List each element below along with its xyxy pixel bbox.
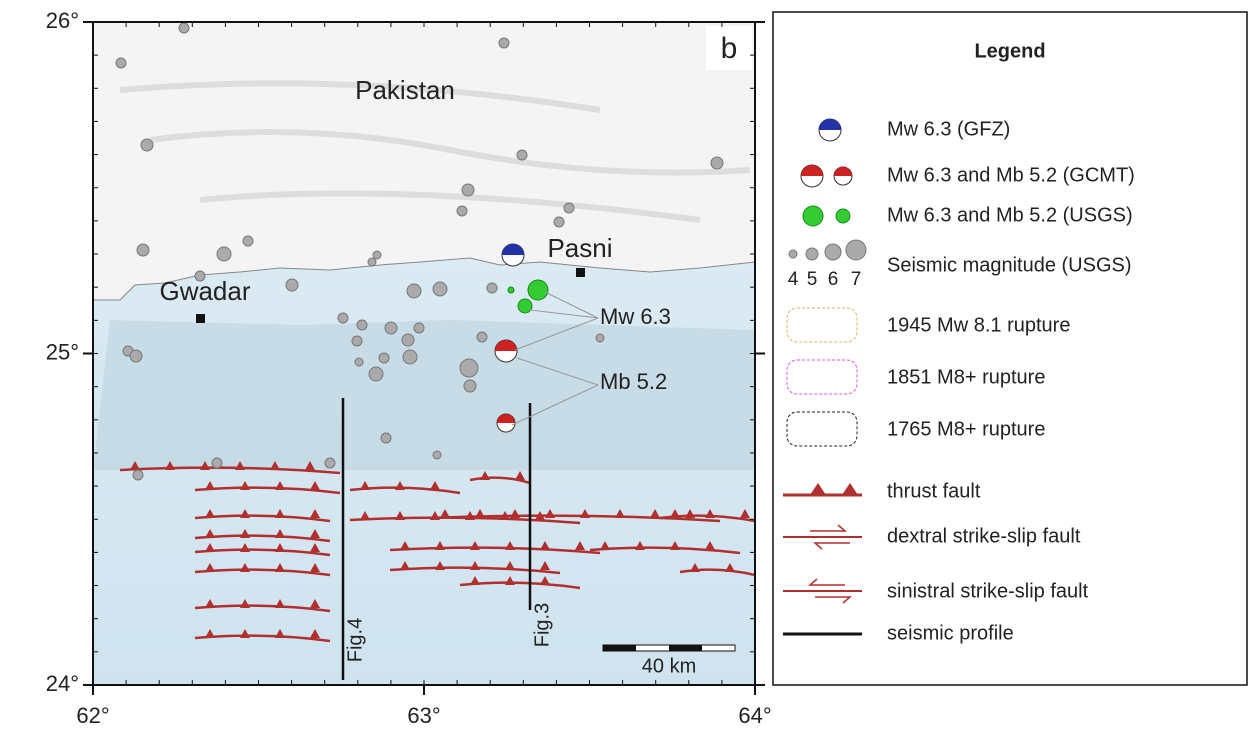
- place-label: Gwadar: [159, 276, 250, 306]
- legend-entry: Mw 6.3 and Mb 5.2 (GCMT): [887, 164, 1135, 186]
- earthquake: [325, 458, 335, 468]
- profile-label: Fig.3: [531, 603, 553, 647]
- slope-relief: [93, 320, 755, 470]
- y-tick-label: 26°: [46, 8, 79, 33]
- city-marker: [196, 314, 205, 323]
- earthquake: [477, 332, 487, 342]
- earthquake: [385, 322, 397, 334]
- earthquake: [352, 336, 362, 346]
- earthquake: [137, 244, 149, 256]
- earthquake: [130, 350, 142, 362]
- figure: b Pakistan Pasni Gwadar Mw 6.3 Mb 5.2 Fi…: [0, 0, 1256, 742]
- legend-entry: sinistral strike-slip fault: [887, 580, 1089, 602]
- earthquake: [711, 157, 723, 169]
- legend-entry: 1765 M8+ rupture: [887, 418, 1045, 440]
- earthquake: [369, 367, 383, 381]
- earthquake: [357, 320, 367, 330]
- earthquake: [179, 23, 189, 33]
- earthquake: [403, 350, 417, 364]
- map-area: b Pakistan Pasni Gwadar Mw 6.3 Mb 5.2 Fi…: [93, 22, 755, 685]
- city-marker: [576, 268, 585, 277]
- earthquake: [554, 217, 564, 227]
- y-tick-label: 25°: [46, 339, 79, 364]
- legend-entry: dextral strike-slip fault: [887, 525, 1081, 547]
- earthquake: [402, 334, 414, 346]
- legend-magnitude: 6: [828, 269, 839, 290]
- earthquake: [564, 203, 574, 213]
- earthquake: [457, 206, 467, 216]
- earthquake: [407, 284, 421, 298]
- x-tick-label: 62°: [76, 703, 109, 728]
- legend-entry: 1851 M8+ rupture: [887, 366, 1045, 388]
- earthquake: [487, 283, 497, 293]
- earthquake: [499, 38, 509, 48]
- earthquake: [460, 359, 478, 377]
- earthquake: [462, 184, 474, 196]
- panel-label: b: [721, 32, 738, 65]
- earthquake: [464, 380, 476, 392]
- earthquake: [373, 251, 381, 259]
- legend-magnitude: 4: [788, 269, 799, 290]
- profile-label: Fig.4: [344, 618, 366, 662]
- place-label: Pakistan: [355, 75, 455, 105]
- legend-entry: 1945 Mw 8.1 rupture: [887, 314, 1070, 336]
- scale-bar: [603, 645, 735, 651]
- legend-magnitude: 5: [807, 269, 818, 290]
- legend-entry: Seismic magnitude (USGS): [887, 254, 1132, 276]
- usgs-event: [518, 299, 532, 313]
- scale-label: 40 km: [642, 655, 696, 677]
- earthquake: [596, 334, 604, 342]
- earthquake: [212, 458, 222, 468]
- annotation: Mw 6.3: [600, 304, 671, 329]
- place-label: Pasni: [547, 233, 612, 263]
- usgs-event: [508, 287, 514, 293]
- legend-entry: seismic profile: [887, 622, 1014, 644]
- legend-entry: Mw 6.3 (GFZ): [887, 118, 1010, 140]
- earthquake: [338, 313, 348, 323]
- earthquake: [517, 150, 527, 160]
- earthquake: [433, 282, 447, 296]
- annotation: Mb 5.2: [600, 369, 667, 394]
- earthquake: [141, 139, 153, 151]
- earthquake: [433, 451, 441, 459]
- legend-entry: thrust fault: [887, 480, 981, 502]
- legend-magnitude: 7: [851, 269, 862, 290]
- x-tick-label: 64°: [738, 703, 771, 728]
- x-tick-label: 63°: [407, 703, 440, 728]
- earthquake: [116, 58, 126, 68]
- earthquake: [217, 247, 231, 261]
- earthquake: [414, 323, 424, 333]
- earthquake: [133, 470, 143, 480]
- earthquake: [286, 279, 298, 291]
- y-tick-label: 24°: [46, 671, 79, 696]
- earthquake: [355, 358, 363, 366]
- usgs-event: [528, 280, 548, 300]
- earthquake: [379, 353, 389, 363]
- earthquake: [381, 433, 391, 443]
- legend-entry: Mw 6.3 and Mb 5.2 (USGS): [887, 204, 1133, 226]
- earthquake: [243, 236, 253, 246]
- earthquake: [368, 258, 376, 266]
- legend-title: Legend: [974, 40, 1045, 62]
